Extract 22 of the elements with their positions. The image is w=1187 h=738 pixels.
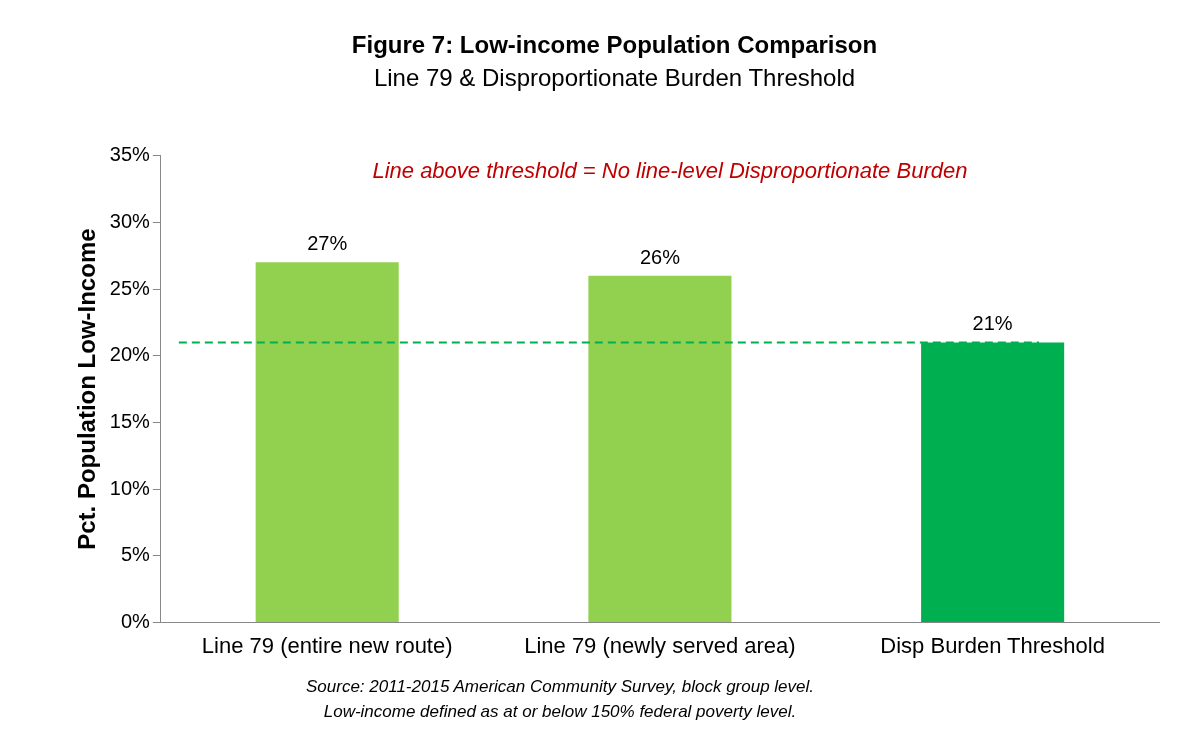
y-tick-label: 0%: [120, 610, 151, 633]
data-label: 26%: [639, 245, 681, 268]
text: Low-income defined as at or below 150% federal poverty level.: [323, 702, 797, 721]
x-tick-label: Disp Burden Threshold: [880, 632, 1105, 658]
chart-subtitle: Line 79 & Disproportionate Burden Threshold: [373, 63, 856, 91]
data-label: 21%: [972, 312, 1013, 335]
y-axis-title: Pct. Population Low-Income: [73, 228, 101, 550]
x-tick-label: Line 79 (newly served area): [524, 632, 796, 658]
annotation: Line above threshold = No line-level Disproportionate Burden: [372, 157, 968, 183]
y-tick-label: 15%: [109, 409, 151, 432]
bar: [255, 262, 399, 623]
source-note: Source: 2011-2015 American Community Survey, block group level.: [305, 677, 815, 696]
chart-title: Figure 7: Low-income Population Comparison: [351, 31, 878, 59]
y-tick-label: 35%: [109, 143, 151, 166]
x-tick-label: Line 79 (entire new route): [201, 632, 453, 658]
y-tick-label: 20%: [109, 343, 151, 366]
y-tick-label: 30%: [109, 209, 151, 232]
y-tick-label: 10%: [109, 476, 151, 499]
y-tick-label: 5%: [120, 543, 151, 566]
y-tick-label: 25%: [109, 276, 151, 299]
data-label: 27%: [307, 232, 348, 255]
bar: [588, 275, 732, 623]
